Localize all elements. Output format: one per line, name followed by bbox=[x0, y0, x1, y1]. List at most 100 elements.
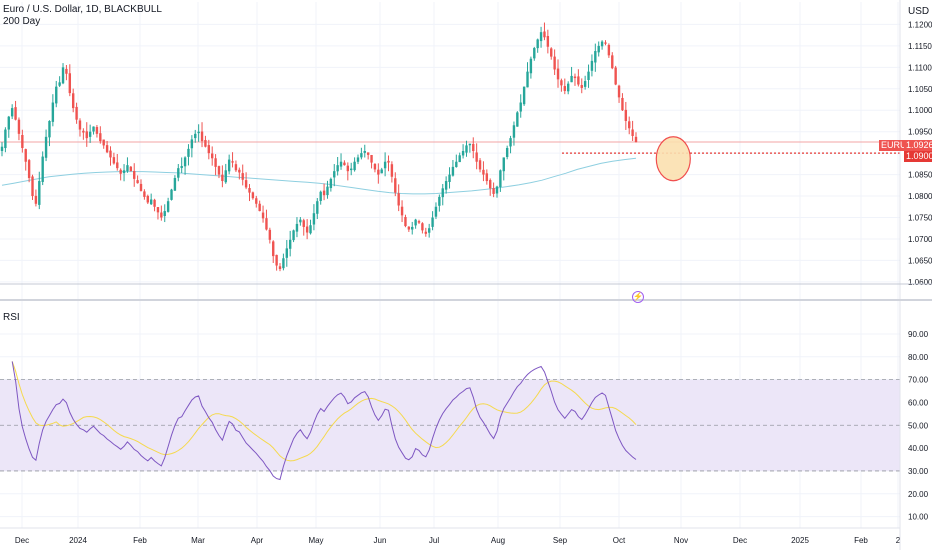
candle-body bbox=[366, 152, 370, 155]
candle-body bbox=[48, 120, 51, 138]
candle-body bbox=[319, 191, 322, 201]
rsi-tick-label: 70.00 bbox=[908, 376, 929, 385]
candle-body bbox=[566, 83, 570, 92]
candle-body bbox=[553, 56, 556, 70]
currency-label[interactable]: USD bbox=[908, 6, 930, 17]
candle-body bbox=[197, 131, 200, 134]
last-price-line bbox=[0, 141, 900, 154]
candle-body bbox=[272, 241, 275, 257]
candle-body bbox=[597, 45, 600, 53]
symbol-tag: EURUSD bbox=[879, 140, 922, 151]
ma200-line bbox=[1, 157, 637, 195]
candle-body bbox=[153, 199, 156, 207]
candle-body bbox=[95, 127, 99, 134]
candle-body bbox=[258, 203, 261, 212]
candle-body bbox=[370, 155, 373, 163]
candle-body bbox=[546, 35, 550, 47]
candle-body bbox=[99, 133, 102, 142]
candle-body bbox=[468, 143, 472, 146]
candle-body bbox=[383, 161, 387, 169]
last-price-tag: 1.09260 bbox=[904, 140, 932, 151]
candle-body bbox=[4, 129, 7, 149]
candle-body bbox=[394, 178, 397, 193]
candle-body bbox=[573, 76, 577, 79]
candle-body bbox=[207, 145, 211, 154]
candle-body bbox=[451, 166, 455, 176]
candle-body bbox=[285, 248, 288, 258]
candle-body bbox=[65, 68, 68, 74]
symbol-title[interactable]: Euro / U.S. Dollar, 1D, BLACKBULL bbox=[3, 4, 162, 15]
candle-body bbox=[282, 258, 285, 269]
highlight-ellipse bbox=[655, 136, 691, 182]
candle-body bbox=[353, 161, 356, 171]
candle-body bbox=[231, 161, 234, 163]
candle-body bbox=[129, 166, 133, 172]
candle-body bbox=[461, 151, 465, 156]
rsi-tick-label: 50.00 bbox=[908, 421, 929, 430]
candle-body bbox=[143, 191, 146, 197]
rsi-legend[interactable]: RSI bbox=[3, 312, 20, 323]
candle-body bbox=[475, 152, 478, 162]
rsi-tick-label: 60.00 bbox=[908, 398, 929, 407]
candle-body bbox=[166, 201, 170, 212]
rsi-tick-label: 20.00 bbox=[908, 490, 929, 499]
candle-body bbox=[180, 166, 183, 169]
candle-body bbox=[21, 135, 24, 148]
candle-body bbox=[68, 73, 72, 94]
candle-body bbox=[227, 159, 231, 172]
time-tick-label: Apr bbox=[251, 536, 264, 545]
candle-body bbox=[441, 188, 444, 198]
candle-body bbox=[617, 85, 621, 98]
candle-body bbox=[255, 198, 258, 204]
candle-body bbox=[594, 51, 597, 63]
flash-icon[interactable]: ⚡ bbox=[632, 291, 644, 303]
candle-body bbox=[88, 131, 92, 137]
candle-body bbox=[380, 169, 383, 174]
time-tick-label: 2 bbox=[896, 536, 901, 545]
ma-legend[interactable]: 200 Day bbox=[3, 16, 41, 27]
candle-body bbox=[14, 107, 17, 120]
candle-body bbox=[580, 85, 583, 88]
candle-body bbox=[173, 178, 177, 191]
candle-body bbox=[434, 206, 438, 217]
candle-body bbox=[71, 93, 75, 109]
candle-body bbox=[502, 157, 505, 172]
price-tick-label: 1.07000 bbox=[908, 235, 932, 244]
rsi-panel[interactable] bbox=[0, 361, 900, 481]
candle-body bbox=[109, 150, 112, 158]
candle-body bbox=[17, 119, 21, 134]
candle-body bbox=[482, 169, 485, 175]
candle-body bbox=[102, 139, 105, 146]
price-panel[interactable] bbox=[0, 22, 900, 272]
candle-body bbox=[587, 71, 590, 81]
candle-body bbox=[543, 31, 546, 38]
candle-body bbox=[299, 219, 302, 223]
candle-body bbox=[302, 220, 305, 227]
candle-body bbox=[7, 116, 10, 130]
candle-body bbox=[519, 102, 522, 112]
candlestick-series bbox=[0, 22, 638, 272]
candle-body bbox=[577, 76, 580, 85]
candle-body bbox=[244, 180, 248, 188]
candle-body bbox=[194, 133, 197, 139]
candle-body bbox=[326, 186, 329, 196]
candle-body bbox=[211, 153, 214, 159]
candle-body bbox=[350, 168, 353, 171]
candle-body bbox=[424, 231, 427, 234]
time-tick-label: Dec bbox=[15, 536, 29, 545]
candle-body bbox=[400, 206, 404, 216]
candle-body bbox=[119, 169, 122, 174]
candle-body bbox=[149, 199, 153, 205]
candle-body bbox=[278, 266, 282, 269]
price-tick-label: 1.08000 bbox=[908, 192, 932, 201]
time-tick-label: Sep bbox=[553, 536, 568, 545]
rsi-path bbox=[11, 361, 637, 481]
candle-body bbox=[92, 126, 95, 132]
candle-body bbox=[221, 174, 224, 182]
time-tick-label: Aug bbox=[491, 536, 505, 545]
candle-body bbox=[85, 131, 88, 139]
candle-body bbox=[533, 48, 536, 59]
candle-body bbox=[404, 217, 407, 227]
candle-body bbox=[312, 213, 316, 225]
